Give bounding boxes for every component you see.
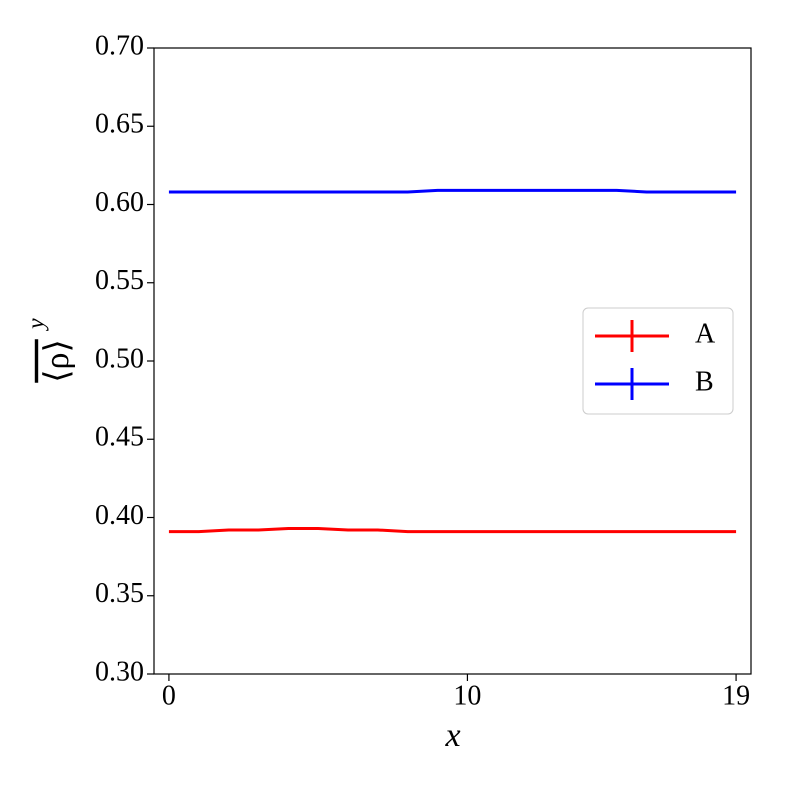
x-tick-label: 19 <box>722 680 750 711</box>
legend: AB <box>582 307 734 415</box>
line <box>168 526 737 534</box>
y-axis-label: ⟨ρ⟩ <box>39 339 76 383</box>
y-tick-label: 0.60 <box>95 187 144 218</box>
y-tick-label: 0.40 <box>95 500 144 531</box>
y-tick-label: 0.30 <box>95 656 144 687</box>
legend-label: B <box>695 366 714 397</box>
y-tick-label: 0.70 <box>95 30 144 61</box>
y-axis-label-group: ⟨ρ⟩ y <box>24 318 76 383</box>
y-axis-label-superscript: y <box>24 318 50 331</box>
y-tick-label: 0.55 <box>95 265 144 296</box>
y-tick-label: 0.45 <box>95 422 144 453</box>
x-tick-label: 0 <box>162 680 176 711</box>
x-axis-label: x <box>444 717 460 754</box>
y-tick-label: 0.65 <box>95 109 144 140</box>
line <box>168 188 737 194</box>
legend-label: A <box>695 318 716 349</box>
plot-frame <box>153 47 752 675</box>
x-tick-label: 10 <box>453 680 481 711</box>
y-tick-label: 0.35 <box>95 578 144 609</box>
y-tick-label: 0.50 <box>95 343 144 374</box>
